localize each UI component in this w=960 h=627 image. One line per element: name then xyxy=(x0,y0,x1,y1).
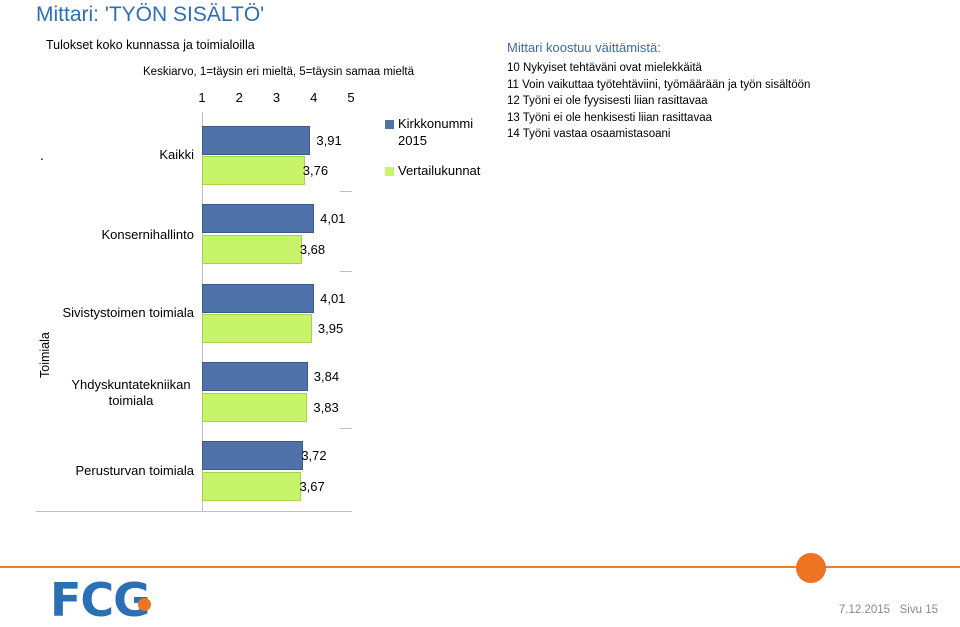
leading-mark: . xyxy=(40,147,44,163)
data-label: 3,91 xyxy=(316,133,342,148)
chart-bottom-line xyxy=(36,511,352,512)
bar-vertailukunnat xyxy=(202,314,312,343)
category-label: Sivistystoimen toimiala xyxy=(62,305,195,320)
bar-kirkkonummi xyxy=(202,441,304,470)
logo-dot xyxy=(138,598,151,611)
meter-title: Mittari koostuu väittämistä: xyxy=(507,40,661,55)
category-label: Konsernihallinto xyxy=(101,227,194,242)
group-axis-label: Toimiala xyxy=(38,332,52,378)
bar-kirkkonummi xyxy=(202,204,315,233)
bar-vertailukunnat xyxy=(202,393,308,422)
category-label: Yhdyskuntatekniikan toimiala xyxy=(71,377,191,408)
meter-item: 10 Nykyiset tehtäväni ovat mielekkäitä xyxy=(507,62,702,74)
legend-swatch-kirkkonummi xyxy=(385,120,394,129)
data-label: 3,84 xyxy=(313,369,340,384)
meter-item: 14 Työni vastaa osaamistasoani xyxy=(507,128,671,140)
legend-label-vertailukunnat: Vertailukunnat xyxy=(398,163,481,178)
bar-vertailukunnat xyxy=(202,235,302,264)
data-label: 4,01 xyxy=(320,211,346,226)
data-label: 3,83 xyxy=(313,400,339,415)
x-tick-label: 1 xyxy=(198,90,206,105)
footer-page: Sivu 15 xyxy=(899,604,938,616)
data-label: 3,68 xyxy=(299,242,326,257)
data-label: 3,67 xyxy=(299,479,325,494)
page-title: Mittari: 'TYÖN SISÄLTÖ' xyxy=(36,3,265,26)
bar-kirkkonummi xyxy=(202,362,308,391)
footer-date: 7.12.2015 xyxy=(838,604,891,616)
group-separator xyxy=(340,191,352,192)
footer-info: 7.12.2015 Sivu 15 xyxy=(839,604,938,616)
data-label: 3,95 xyxy=(317,321,344,336)
x-tick-label: 3 xyxy=(272,90,281,105)
meter-item: 12 Työni ei ole fyysisesti liian rasitta… xyxy=(507,95,708,107)
group-separator xyxy=(340,428,352,429)
data-label: 4,01 xyxy=(320,291,346,306)
orange-circle-decoration xyxy=(796,553,826,583)
footer-divider xyxy=(0,566,960,568)
chart-title: Tulokset koko kunnassa ja toimialoilla xyxy=(46,38,255,52)
x-tick-label: 2 xyxy=(235,90,243,105)
bar-kirkkonummi xyxy=(202,126,311,155)
x-tick-label: 4 xyxy=(310,90,318,105)
legend-label-kirkkonummi: Kirkkonummi 2015 xyxy=(398,116,474,148)
category-label: Perusturvan toimiala xyxy=(75,463,195,478)
group-separator xyxy=(340,271,352,272)
bar-vertailukunnat xyxy=(202,472,302,501)
x-tick-label: 5 xyxy=(347,90,355,105)
data-label: 3,76 xyxy=(302,163,329,178)
legend-swatch-vertailukunnat xyxy=(385,167,394,176)
bar-kirkkonummi xyxy=(202,284,315,313)
data-label: 3,72 xyxy=(301,448,327,463)
chart-subtitle: Keskiarvo, 1=täysin eri mieltä, 5=täysin… xyxy=(143,66,415,78)
meter-item: 11 Voin vaikuttaa työtehtäviini, työmäär… xyxy=(507,78,811,91)
fcg-logo: FCG xyxy=(50,573,151,627)
meter-item: 13 Työni ei ole henkisesti liian rasitta… xyxy=(507,111,712,124)
category-label: Kaikki xyxy=(159,147,194,162)
bar-vertailukunnat xyxy=(202,156,305,185)
